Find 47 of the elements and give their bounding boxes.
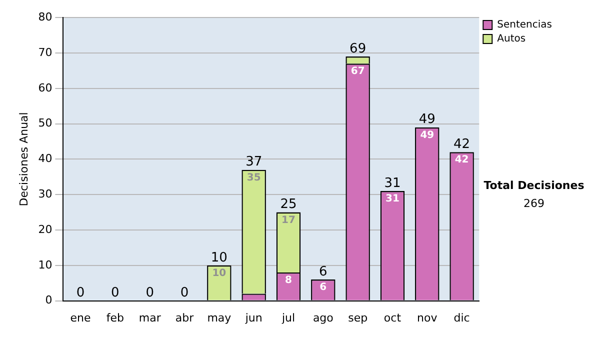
x-tick-label: dic — [454, 311, 470, 324]
y-tick-label: 20 — [38, 222, 52, 236]
total-label: 49 — [418, 112, 436, 128]
x-tick-label: abr — [175, 311, 194, 324]
total-label: 0 — [111, 286, 120, 301]
y-tick-label: 60 — [38, 81, 52, 94]
x-tick-label: sep — [348, 311, 368, 324]
x-tick-label: jun — [244, 311, 262, 324]
total-label: 37 — [246, 154, 262, 170]
x-tick-label: nov — [417, 311, 438, 324]
total-label: 31 — [384, 176, 401, 191]
text: 269 — [524, 196, 544, 210]
x-tick-label: ene — [70, 311, 92, 324]
y-tick-label: 10 — [38, 258, 52, 272]
data-label: 42 — [454, 154, 469, 166]
x-tick-label: oct — [384, 311, 402, 324]
data-label: 31 — [386, 194, 400, 205]
total-label: 69 — [350, 41, 366, 56]
data-label: 67 — [350, 66, 365, 78]
y-tick-label: 50 — [38, 116, 52, 130]
x-tick-label: may — [207, 311, 232, 324]
y-tick-label: 70 — [38, 46, 52, 59]
total-label: 25 — [280, 197, 297, 212]
y-tick-label: 40 — [38, 152, 52, 166]
data-label: 10 — [212, 268, 226, 279]
x-tick-label: ago — [312, 311, 334, 324]
data-label: 49 — [420, 130, 434, 141]
total-label: 10 — [210, 250, 228, 266]
total-label: 0 — [146, 286, 154, 301]
data-label: 6 — [320, 282, 327, 294]
x-tick-label: jul — [280, 311, 296, 324]
text: Total Decisiones — [484, 178, 585, 192]
total-label: 42 — [454, 136, 470, 152]
data-label: 35 — [246, 172, 261, 184]
total-label: 0 — [180, 286, 189, 301]
data-label: 8 — [285, 275, 292, 286]
y-tick-label: 0 — [45, 294, 52, 307]
legend-label: Autos — [497, 34, 526, 45]
total-label: 0 — [76, 286, 85, 301]
y-tick-label: 30 — [38, 187, 52, 200]
total-label: 6 — [319, 264, 328, 280]
legend-label: Sentencias — [497, 20, 552, 31]
y-axis-title: Decisiones Anual — [17, 112, 30, 206]
x-tick-label: feb — [106, 311, 124, 324]
data-label: 17 — [282, 214, 296, 226]
y-tick-label: 80 — [38, 10, 52, 24]
x-tick-label: mar — [138, 311, 162, 324]
